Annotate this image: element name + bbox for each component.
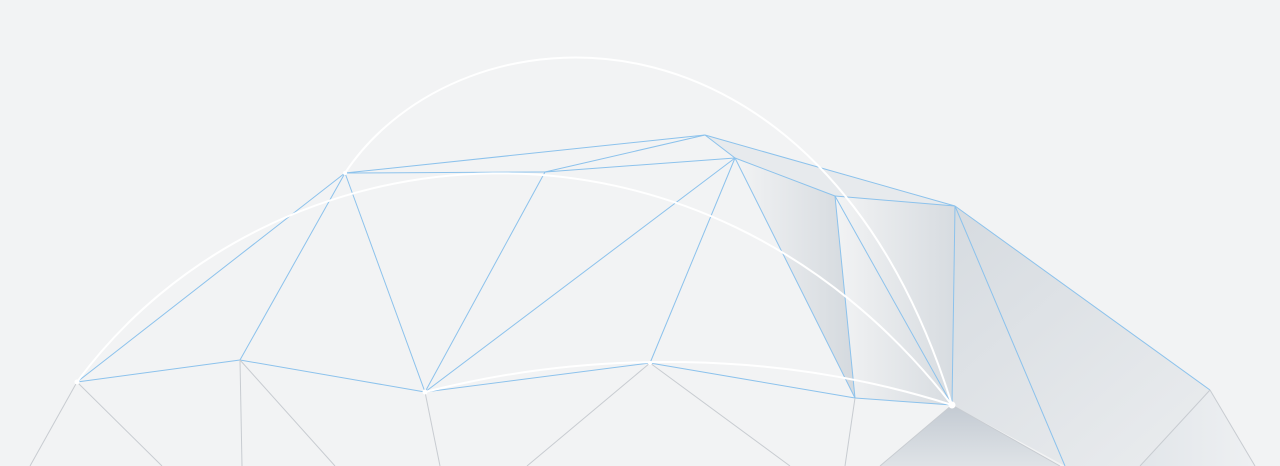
edge [879, 404, 953, 466]
edge [951, 205, 956, 406]
node [648, 361, 652, 365]
edge [954, 205, 1066, 466]
edge [734, 157, 856, 399]
grey-edges [29, 359, 1256, 466]
edge [344, 134, 706, 174]
edge [834, 195, 956, 207]
edge [239, 359, 243, 466]
edge [649, 362, 791, 466]
arc-large [344, 56, 953, 406]
edge [544, 134, 706, 173]
edge [704, 134, 956, 207]
facet [835, 196, 955, 405]
edge [954, 205, 1211, 391]
edge [424, 171, 546, 393]
facet [880, 405, 1060, 466]
edge [344, 172, 426, 393]
edge [76, 381, 163, 466]
edge [834, 195, 953, 406]
edge [239, 359, 426, 393]
edge [526, 362, 651, 466]
node [948, 401, 956, 409]
edge [239, 172, 346, 361]
shaded-facets [705, 135, 1255, 466]
edge [734, 157, 836, 197]
edge [76, 359, 241, 383]
edge [76, 172, 346, 383]
edge [951, 404, 1061, 466]
edge [424, 157, 736, 393]
arc-low [424, 360, 953, 406]
edge [424, 391, 441, 466]
facet [1140, 390, 1255, 466]
arc-medium [76, 172, 953, 406]
node [74, 379, 80, 385]
arcs [76, 56, 953, 406]
facet [952, 206, 1255, 466]
nodes [74, 171, 956, 409]
edge [649, 157, 736, 364]
edge [29, 381, 78, 466]
edge [239, 359, 336, 466]
edge [1139, 389, 1211, 466]
edge [1209, 389, 1256, 466]
edge [649, 362, 856, 399]
edge [344, 171, 546, 174]
edge [844, 397, 856, 466]
node [343, 171, 347, 175]
edge [424, 362, 651, 393]
edge [544, 157, 736, 173]
edge [704, 134, 736, 159]
edge [854, 397, 953, 406]
node [422, 389, 428, 395]
